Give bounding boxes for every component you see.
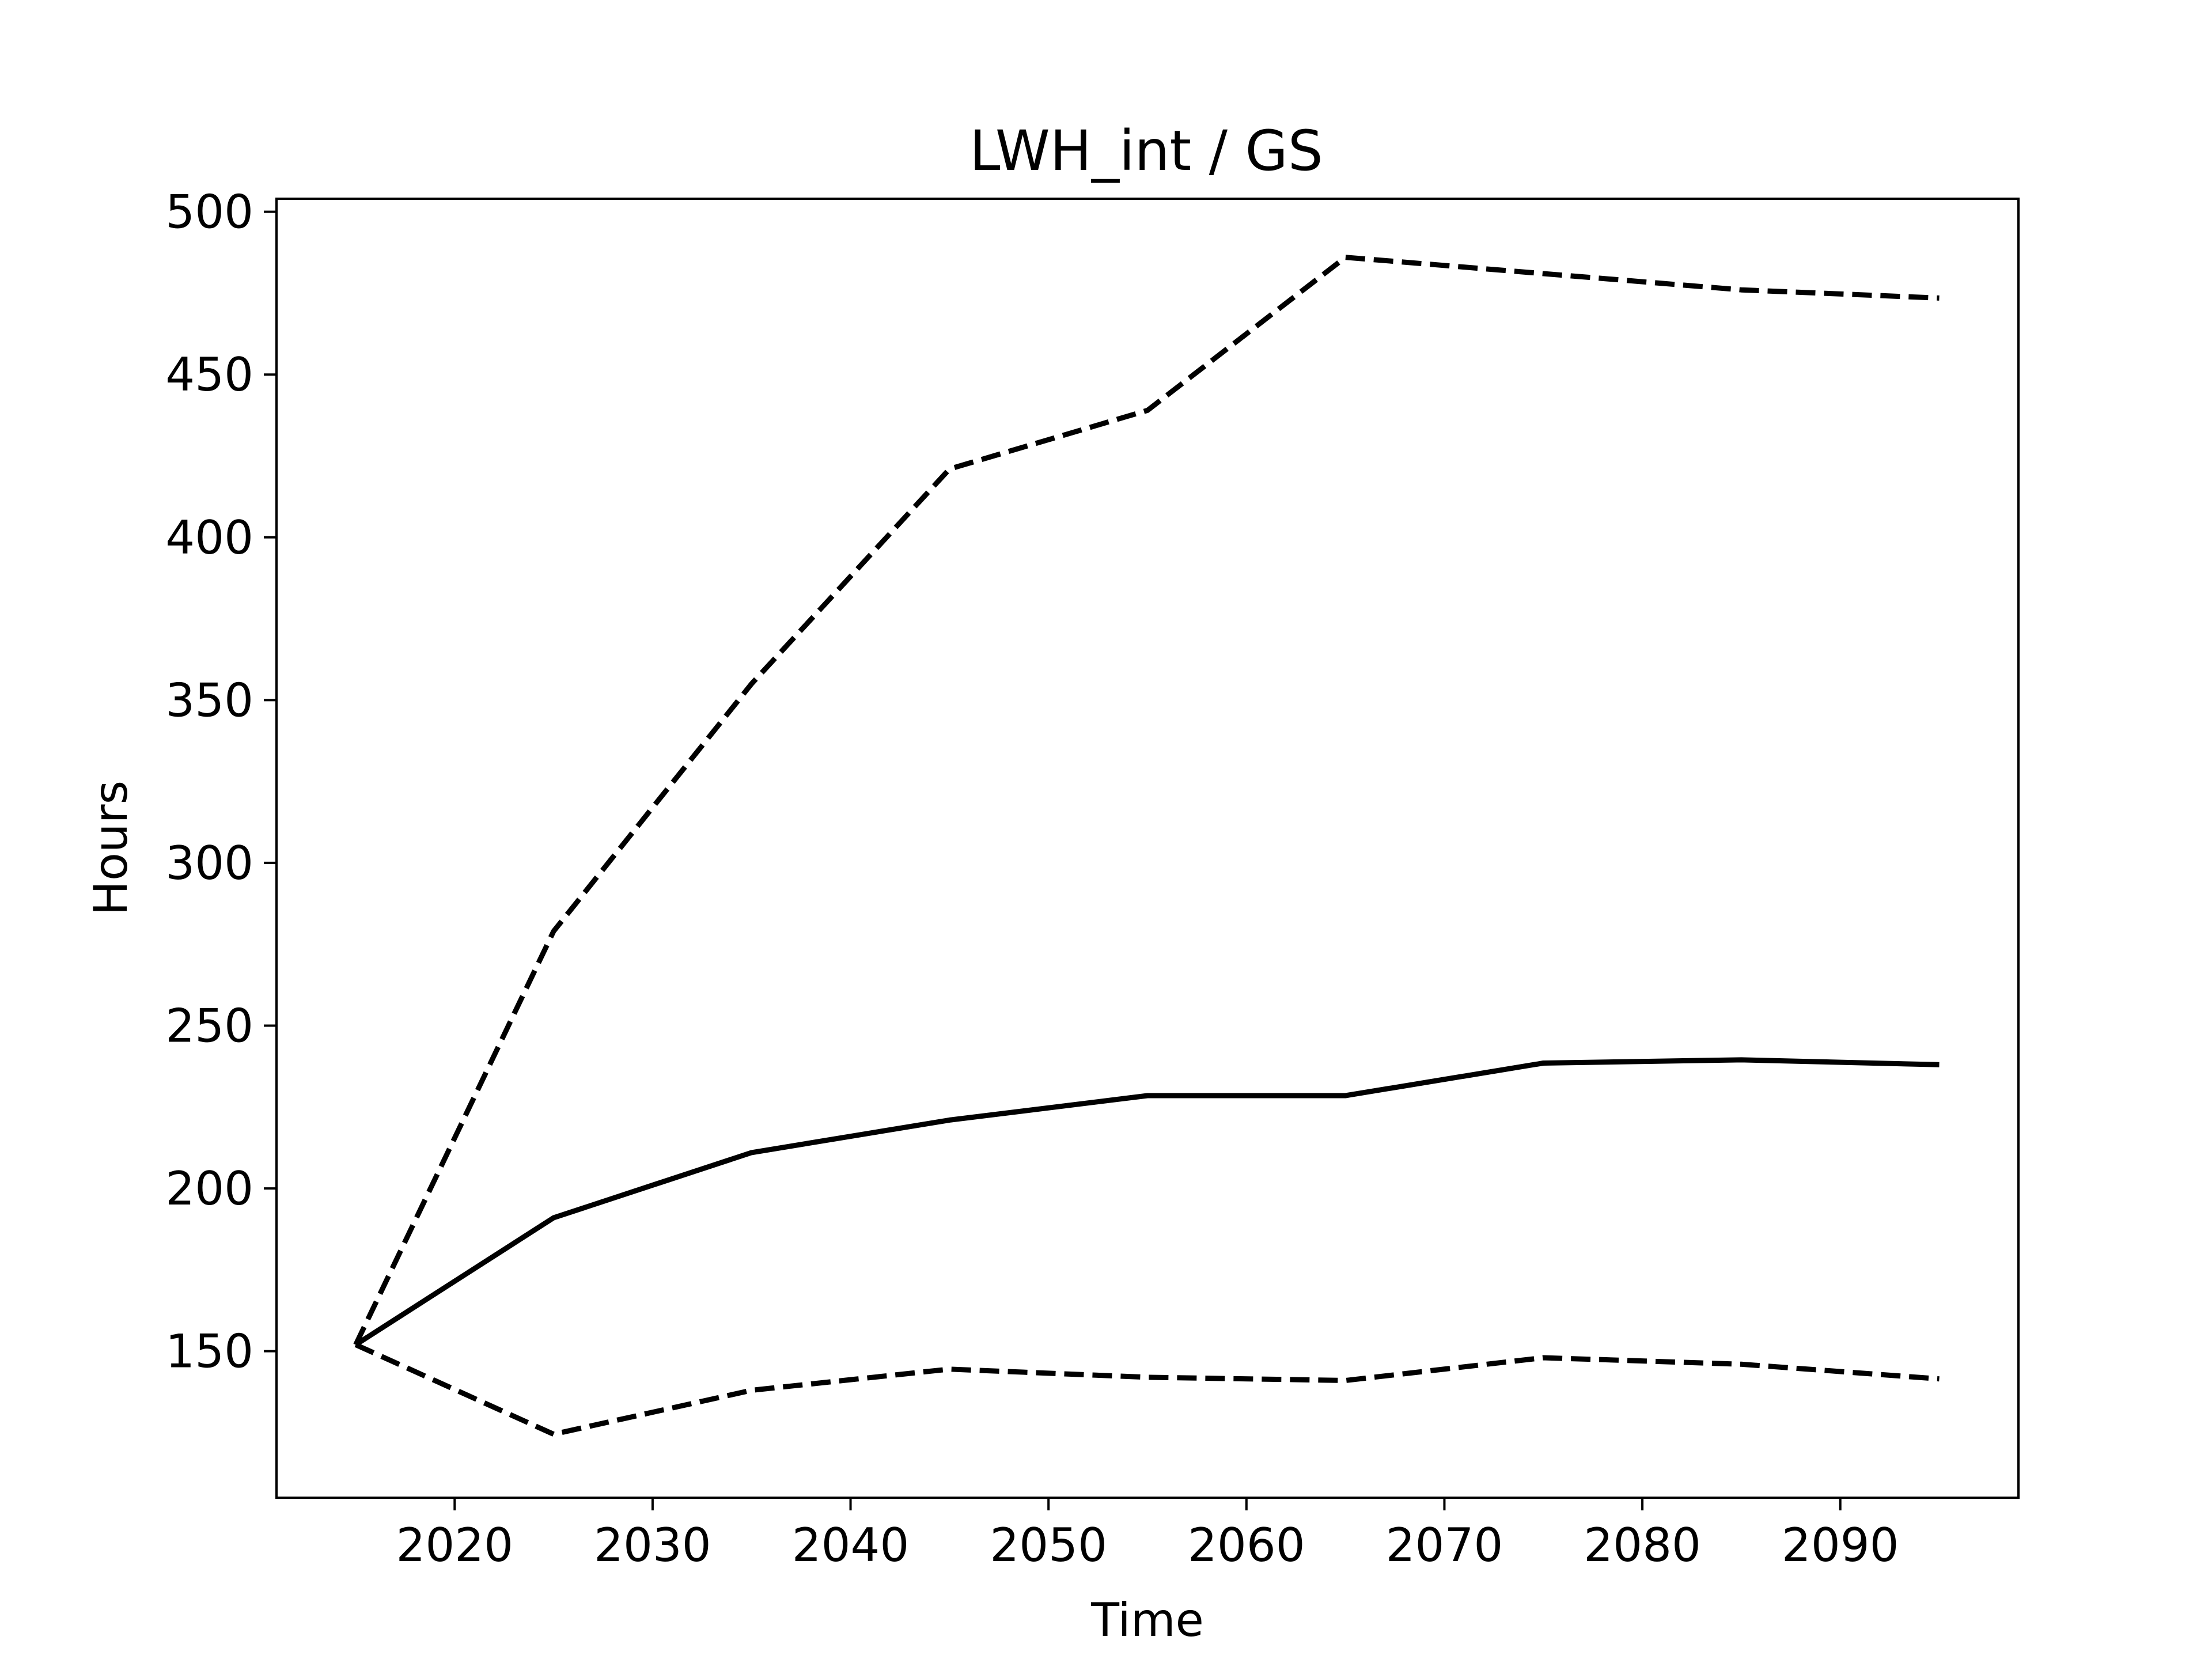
y-tick-label: 400 [165,511,253,565]
x-tick-label: 2060 [1188,1518,1305,1572]
x-tick-label: 2070 [1386,1518,1503,1572]
x-tick-label: 2040 [792,1518,910,1572]
y-tick-label: 200 [165,1162,253,1215]
y-tick-label: 150 [165,1325,253,1378]
y-axis: 150 200 250 300 350 400 450 500 [165,185,276,1378]
x-tick-label: 2030 [594,1518,711,1572]
x-axis-title: Time [1090,1593,1204,1647]
series-line-3 [354,1342,1940,1437]
x-tick-label: 2090 [1782,1518,1899,1572]
y-tick-label: 500 [165,185,253,239]
y-tick-label: 300 [165,836,253,890]
x-axis: 2020 2030 2040 2050 2060 2070 2080 2090 [396,1498,1899,1572]
y-tick-label: 250 [165,999,253,1053]
plot-frame [275,198,2020,1499]
y-axis-title: Hours [84,781,138,915]
y-tick-label: 350 [165,673,253,727]
series-line-1 [354,1057,1940,1347]
plot-area [353,255,1940,1437]
x-tick-label: 2050 [990,1518,1107,1572]
chart-title: LWH_int / GS [969,119,1323,183]
x-tick-label: 2020 [396,1518,513,1572]
series-line-2 [353,255,1940,1346]
x-tick-label: 2080 [1584,1518,1701,1572]
y-tick-label: 450 [165,348,253,402]
